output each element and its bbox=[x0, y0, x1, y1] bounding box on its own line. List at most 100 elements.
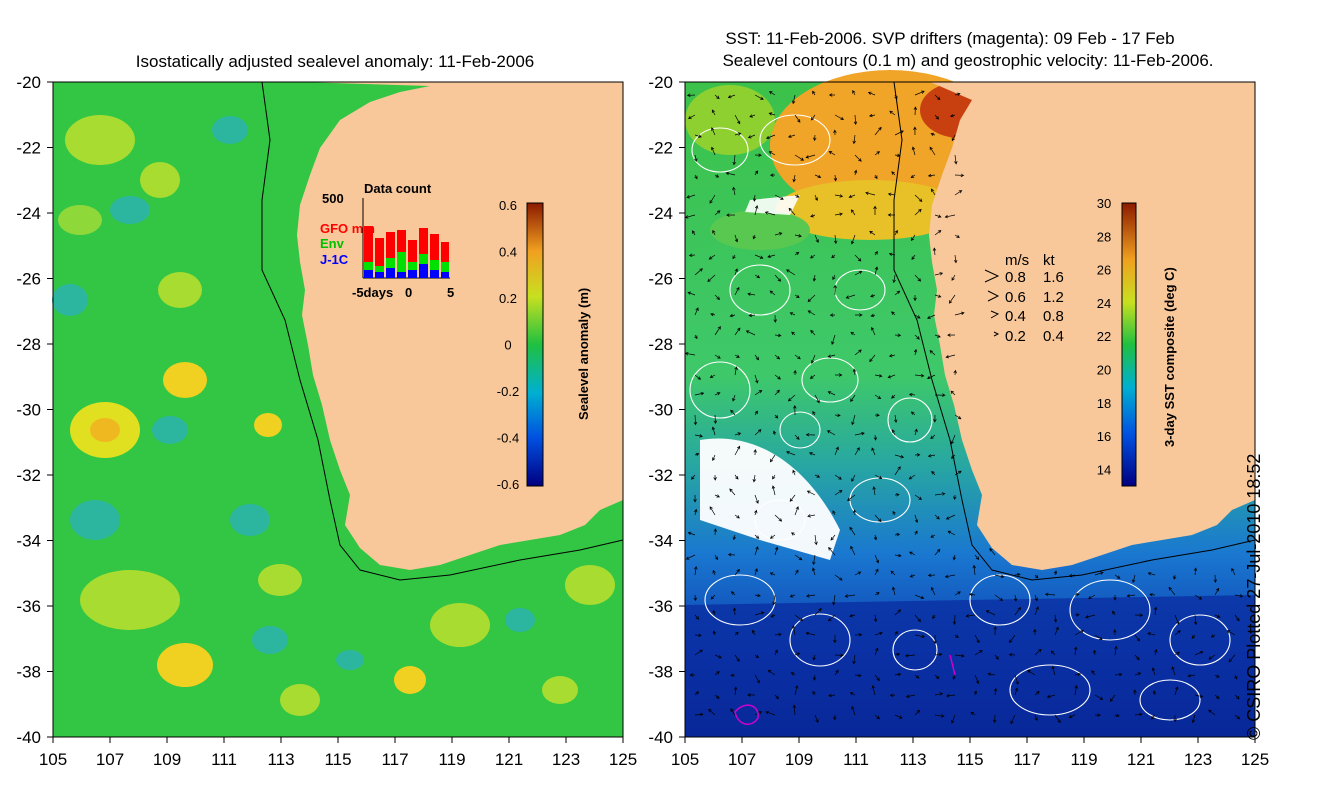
velocity-arrow bbox=[694, 452, 700, 457]
velocity-arrow bbox=[791, 532, 796, 536]
right-panel-title-line1: SST: 11-Feb-2006. SVP drifters (magenta)… bbox=[725, 29, 1174, 48]
velocity-arrow bbox=[932, 247, 937, 256]
velocity-arrow bbox=[689, 673, 696, 677]
velocity-arrow bbox=[849, 526, 856, 536]
velocity-arrow bbox=[952, 614, 957, 625]
velocity-arrow bbox=[790, 672, 796, 676]
velocity-arrow bbox=[694, 391, 705, 396]
data-count-inset: Data count 500 GFO mm Env J-1C -5days 0 … bbox=[320, 181, 454, 300]
latitude-tick-label: -24 bbox=[648, 204, 673, 223]
velocity-arrow bbox=[814, 714, 819, 724]
velocity-arrow bbox=[934, 393, 946, 397]
velocity-arrow bbox=[974, 554, 980, 561]
velocity-arrow bbox=[1094, 713, 1101, 717]
velocity-arrow bbox=[945, 514, 956, 520]
arrow-0.2-icon bbox=[993, 331, 1000, 337]
velocity-arrow bbox=[714, 294, 721, 300]
velocity-arrow bbox=[869, 354, 876, 363]
velocity-arrow bbox=[1234, 714, 1241, 720]
velocity-arrow bbox=[914, 274, 922, 282]
longitude-tick-label: 117 bbox=[1013, 750, 1040, 769]
velocity-arrow bbox=[1151, 667, 1156, 676]
velocity-arrow bbox=[792, 469, 796, 476]
velocity-arrow bbox=[849, 692, 856, 696]
velocity-arrow bbox=[874, 126, 882, 136]
velocity-arrow bbox=[694, 712, 704, 717]
bathymetry-contour-left bbox=[261, 81, 624, 581]
velocity-arrow bbox=[994, 654, 999, 660]
velocity-arrow bbox=[754, 374, 759, 384]
longitude-tick-label: 115 bbox=[956, 750, 983, 769]
velocity-arrow bbox=[834, 114, 845, 120]
velocity-arrow bbox=[691, 474, 696, 480]
arrow-0.8-icon bbox=[984, 269, 1000, 283]
velocity-arrow bbox=[974, 650, 983, 656]
velocity-arrow bbox=[930, 188, 936, 196]
velocity-arrow bbox=[754, 546, 759, 556]
longitude-tick-label: 105 bbox=[39, 750, 67, 769]
velocity-arrow bbox=[914, 634, 926, 639]
legend-ms-3: 0.2 bbox=[1005, 328, 1026, 345]
velocity-arrow bbox=[874, 674, 880, 682]
latitude-tick-label: -22 bbox=[648, 139, 673, 158]
velocity-arrow bbox=[711, 146, 716, 156]
velocity-arrow bbox=[754, 153, 762, 157]
velocity-arrow bbox=[789, 494, 796, 502]
velocity-arrow bbox=[713, 528, 718, 536]
velocity-arrow bbox=[774, 414, 779, 419]
velocity-arrow bbox=[874, 568, 879, 576]
velocity-arrow bbox=[905, 694, 916, 698]
velocity-arrow bbox=[730, 708, 736, 716]
velocity-arrow bbox=[965, 614, 976, 618]
velocity-arrow bbox=[934, 114, 939, 120]
velocity-arrow bbox=[927, 454, 936, 458]
velocity-arrow bbox=[1234, 694, 1240, 700]
velocity-arrow bbox=[914, 514, 919, 524]
velocity-arrow bbox=[1194, 594, 1203, 600]
velocity-arrow bbox=[874, 266, 879, 276]
velocity-arrow bbox=[850, 331, 856, 336]
velocity-arrow bbox=[834, 474, 842, 480]
velocity-arrow bbox=[829, 313, 836, 317]
velocity-arrow bbox=[686, 93, 696, 98]
velocity-arrow bbox=[954, 234, 960, 238]
velocity-arrow bbox=[1044, 592, 1056, 597]
velocity-arrow bbox=[854, 447, 860, 456]
longitude-tick-label: 107 bbox=[728, 750, 756, 769]
velocity-arrow bbox=[693, 494, 697, 503]
velocity-arrow bbox=[828, 547, 836, 556]
velocity-arrow bbox=[1074, 646, 1078, 656]
velocity-arrow bbox=[834, 489, 843, 496]
velocity-arrow bbox=[851, 705, 856, 716]
velocity-arrow bbox=[851, 474, 856, 482]
velocity-arrow bbox=[709, 194, 716, 204]
velocity-arrow bbox=[711, 109, 716, 116]
velocity-arrow bbox=[894, 714, 903, 719]
longitude-tick-label: 111 bbox=[211, 750, 237, 769]
velocity-arrow bbox=[1174, 686, 1179, 696]
velocity-arrow bbox=[894, 609, 902, 616]
velocity-arrow bbox=[834, 574, 843, 581]
velocity-arrow bbox=[910, 174, 916, 179]
latitude-tick-label: -40 bbox=[648, 728, 673, 747]
velocity-arrow bbox=[894, 229, 898, 236]
velocity-arrow bbox=[754, 410, 758, 416]
velocity-arrow bbox=[754, 611, 765, 616]
velocity-arrow bbox=[904, 653, 916, 658]
velocity-arrow bbox=[869, 230, 876, 236]
velocity-arrow bbox=[827, 354, 836, 358]
velocity-arrow bbox=[908, 392, 916, 397]
longitude-tick-label: 109 bbox=[785, 750, 813, 769]
velocity-arrow bbox=[714, 174, 720, 178]
legend-gfo: GFO mm bbox=[320, 221, 375, 236]
velocity-arrow bbox=[807, 294, 816, 303]
velocity-arrow bbox=[889, 693, 896, 697]
longitude-tick-label: 105 bbox=[671, 750, 699, 769]
velocity-arrow bbox=[930, 132, 936, 137]
sst-colorbar-tick: 24 bbox=[1097, 296, 1111, 311]
velocity-arrow bbox=[891, 586, 896, 596]
velocity-arrow bbox=[914, 674, 920, 679]
sst-colorbar: 30 28 26 24 22 20 18 16 14 3-day SST composite (… bbox=[1097, 196, 1177, 487]
velocity-arrow bbox=[852, 134, 856, 145]
